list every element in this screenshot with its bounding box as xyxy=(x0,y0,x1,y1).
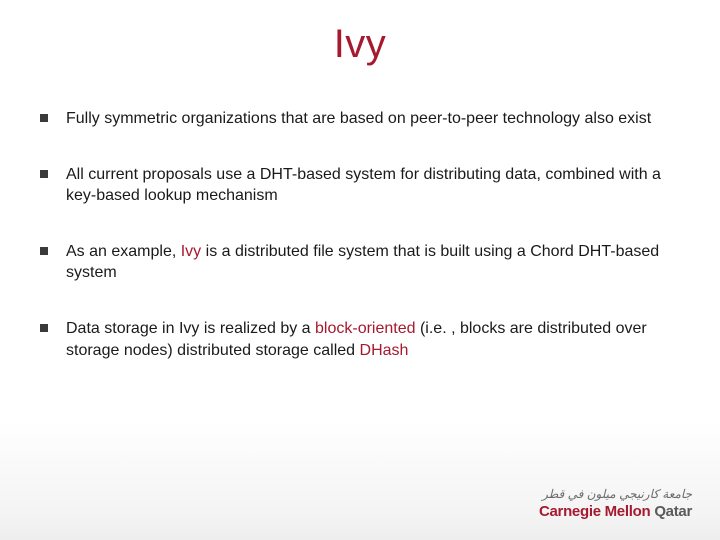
bullet-item: Fully symmetric organizations that are b… xyxy=(40,108,670,130)
bullet-text: Fully symmetric organizations that are b… xyxy=(66,108,670,130)
footer-logo: جامعة كارنيجي ميلون في قطر Carnegie Mell… xyxy=(539,487,692,520)
logo-english-text: Carnegie Mellon Qatar xyxy=(539,503,692,520)
bullet-marker-icon xyxy=(40,114,48,122)
slide: Ivy Fully symmetric organizations that a… xyxy=(0,0,720,540)
bullet-text: As an example, Ivy is a distributed file… xyxy=(66,241,670,284)
logo-arabic-text: جامعة كارنيجي ميلون في قطر xyxy=(539,487,692,501)
bullet-item: Data storage in Ivy is realized by a blo… xyxy=(40,318,670,361)
bullet-item: As an example, Ivy is a distributed file… xyxy=(40,241,670,284)
bullet-text: Data storage in Ivy is realized by a blo… xyxy=(66,318,670,361)
bullet-marker-icon xyxy=(40,247,48,255)
logo-qatar: Qatar xyxy=(654,503,692,520)
bullet-item: All current proposals use a DHT-based sy… xyxy=(40,164,670,207)
logo-carnegie-mellon: Carnegie Mellon xyxy=(539,503,650,520)
slide-title: Ivy xyxy=(0,22,720,67)
bullet-marker-icon xyxy=(40,324,48,332)
bullet-marker-icon xyxy=(40,170,48,178)
bullet-text: All current proposals use a DHT-based sy… xyxy=(66,164,670,207)
bullet-list: Fully symmetric organizations that are b… xyxy=(40,108,670,395)
